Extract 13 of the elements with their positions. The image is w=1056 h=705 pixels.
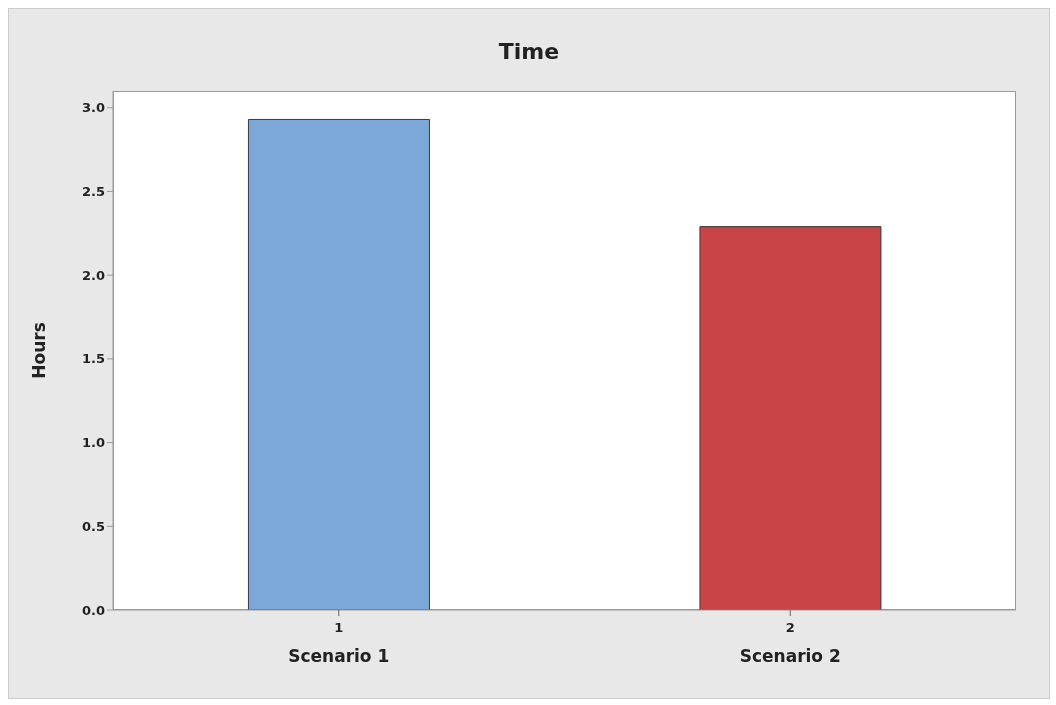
y-tick-label: 1.5 [81, 351, 105, 367]
y-tick-label: 0.5 [81, 518, 105, 534]
text: Scenario 2 [739, 646, 841, 666]
y-tick-label: 3.0 [81, 100, 105, 116]
text: Scenario 1 [288, 646, 390, 666]
y-tick-label: 2.0 [81, 267, 105, 283]
y-axis-title: Hours [29, 322, 50, 379]
y-tick-label: 1.0 [81, 435, 105, 451]
chart-title: Time [497, 39, 561, 64]
y-tick-label: 2.5 [81, 184, 105, 200]
x-tick-label: 2 [785, 620, 795, 635]
x-tick-label: 1 [334, 620, 344, 635]
y-tick-label: 0.0 [81, 602, 105, 618]
